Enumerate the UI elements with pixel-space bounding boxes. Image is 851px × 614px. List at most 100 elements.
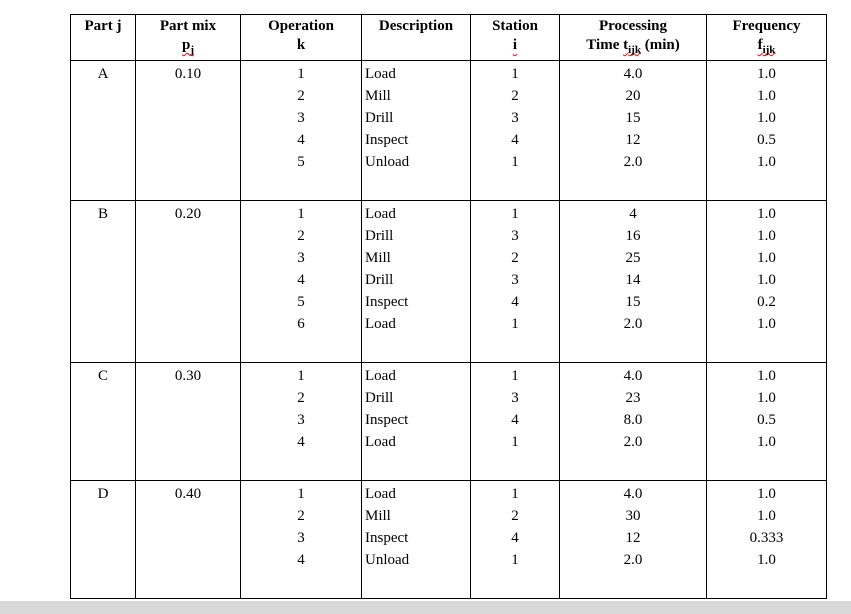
operation-cell: 3 [240, 527, 362, 549]
station-cell: 1 [470, 431, 560, 453]
operation-row: 3 Inspect 4 12 0.333 [71, 527, 827, 549]
parts-table-wrap: Part j Part mix pj Operation k Description Sta… [70, 14, 827, 599]
operation-row: 5 Unload 1 2.0 1.0 [71, 151, 827, 173]
operation-cell: 1 [240, 200, 362, 225]
mix-cell: 0.10 [135, 60, 241, 201]
mix-cell: 0.40 [135, 480, 241, 599]
header-cell: Description [361, 14, 471, 61]
time-cell: 8.0 [559, 409, 707, 431]
spacer-cell [361, 453, 471, 481]
header-cell: Station i [470, 14, 560, 61]
operation-row: 4 Load 1 2.0 1.0 [71, 431, 827, 453]
spacer-cell [361, 173, 471, 201]
operation-cell: 1 [240, 480, 362, 505]
description-cell: Drill [361, 387, 471, 409]
frequency-cell: 1.0 [706, 247, 827, 269]
header-line1: Part mix [159, 18, 217, 34]
bottom-strip [0, 601, 851, 614]
frequency-cell: 1.0 [706, 387, 827, 409]
operation-row: 3 Inspect 4 8.0 0.5 [71, 409, 827, 431]
station-cell: 3 [470, 387, 560, 409]
time-cell: 4.0 [559, 480, 707, 505]
operation-cell: 4 [240, 431, 362, 453]
station-cell: 2 [470, 247, 560, 269]
header-cell: Part mix pj [135, 14, 241, 61]
frequency-cell: 0.5 [706, 129, 827, 151]
mix-cell: 0.20 [135, 200, 241, 363]
frequency-cell: 0.2 [706, 291, 827, 313]
time-cell: 15 [559, 291, 707, 313]
time-cell: 4.0 [559, 362, 707, 387]
header-line1: Frequency [732, 18, 801, 34]
operation-cell: 5 [240, 151, 362, 173]
description-cell: Load [361, 313, 471, 335]
station-cell: 1 [470, 313, 560, 335]
header-cell: Operation k [240, 14, 362, 61]
operation-cell: 2 [240, 505, 362, 527]
spacer-cell [361, 335, 471, 363]
description-cell: Load [361, 480, 471, 505]
station-cell: 1 [470, 60, 560, 85]
frequency-cell: 1.0 [706, 269, 827, 291]
group-spacer-row [71, 453, 827, 481]
time-cell: 4.0 [559, 60, 707, 85]
description-cell: Inspect [361, 129, 471, 151]
part-group: C 0.30 1 Load 1 4.0 1.0 2 Drill 3 23 1.0 3 Inspect 4 8.… [70, 362, 827, 481]
operation-cell: 3 [240, 409, 362, 431]
header-symbol: pj [181, 37, 194, 56]
group-spacer-row [71, 335, 827, 363]
parts-table: Part j Part mix pj Operation k Description Sta… [70, 14, 827, 599]
frequency-cell: 1.0 [706, 60, 827, 85]
operation-row: 4 Drill 3 14 1.0 [71, 269, 827, 291]
header-line2: fijk [710, 36, 823, 56]
header-line1: Operation [268, 18, 334, 34]
operation-cell: 4 [240, 129, 362, 151]
station-cell: 3 [470, 269, 560, 291]
description-cell: Load [361, 431, 471, 453]
station-cell: 4 [470, 527, 560, 549]
station-cell: 3 [470, 107, 560, 129]
part-group: B 0.20 1 Load 1 4 1.0 2 Drill 3 16 1.0 3 Mill 2 25 1.0 4 D… [70, 200, 827, 363]
operation-row: 6 Load 1 2.0 1.0 [71, 313, 827, 335]
time-cell: 14 [559, 269, 707, 291]
description-cell: Unload [361, 549, 471, 571]
description-cell: Load [361, 60, 471, 85]
header-line2: pj [139, 36, 237, 56]
frequency-cell: 1.0 [706, 200, 827, 225]
station-cell: 1 [470, 480, 560, 505]
header-line1: Part j [84, 18, 122, 34]
frequency-cell: 1.0 [706, 85, 827, 107]
part-cell: A [70, 60, 136, 201]
frequency-cell: 1.0 [706, 480, 827, 505]
frequency-cell: 1.0 [706, 107, 827, 129]
description-cell: Inspect [361, 291, 471, 313]
operation-row: B 0.20 1 Load 1 4 1.0 [70, 200, 827, 363]
time-cell: 12 [559, 129, 707, 151]
operation-cell: 6 [240, 313, 362, 335]
description-cell: Unload [361, 151, 471, 173]
spacer-cell [559, 335, 707, 363]
description-cell: Mill [361, 85, 471, 107]
operation-row: 3 Mill 2 25 1.0 [71, 247, 827, 269]
operation-cell: 2 [240, 387, 362, 409]
frequency-cell: 1.0 [706, 313, 827, 335]
spacer-cell [470, 173, 560, 201]
part-cell: D [70, 480, 136, 599]
description-cell: Mill [361, 505, 471, 527]
operation-cell: 4 [240, 549, 362, 571]
station-cell: 1 [470, 200, 560, 225]
description-cell: Drill [361, 269, 471, 291]
operation-row: 2 Drill 3 23 1.0 [71, 387, 827, 409]
frequency-cell: 1.0 [706, 151, 827, 173]
spacer-cell [559, 571, 707, 599]
operation-row: 2 Drill 3 16 1.0 [71, 225, 827, 247]
description-cell: Drill [361, 107, 471, 129]
time-cell: 12 [559, 527, 707, 549]
operation-row: 5 Inspect 4 15 0.2 [71, 291, 827, 313]
group-spacer-row [71, 173, 827, 201]
spacer-cell [470, 335, 560, 363]
spacer-cell [559, 173, 707, 201]
header-cell: Part j [70, 14, 136, 61]
header-cell: Frequency fijk [706, 14, 827, 61]
